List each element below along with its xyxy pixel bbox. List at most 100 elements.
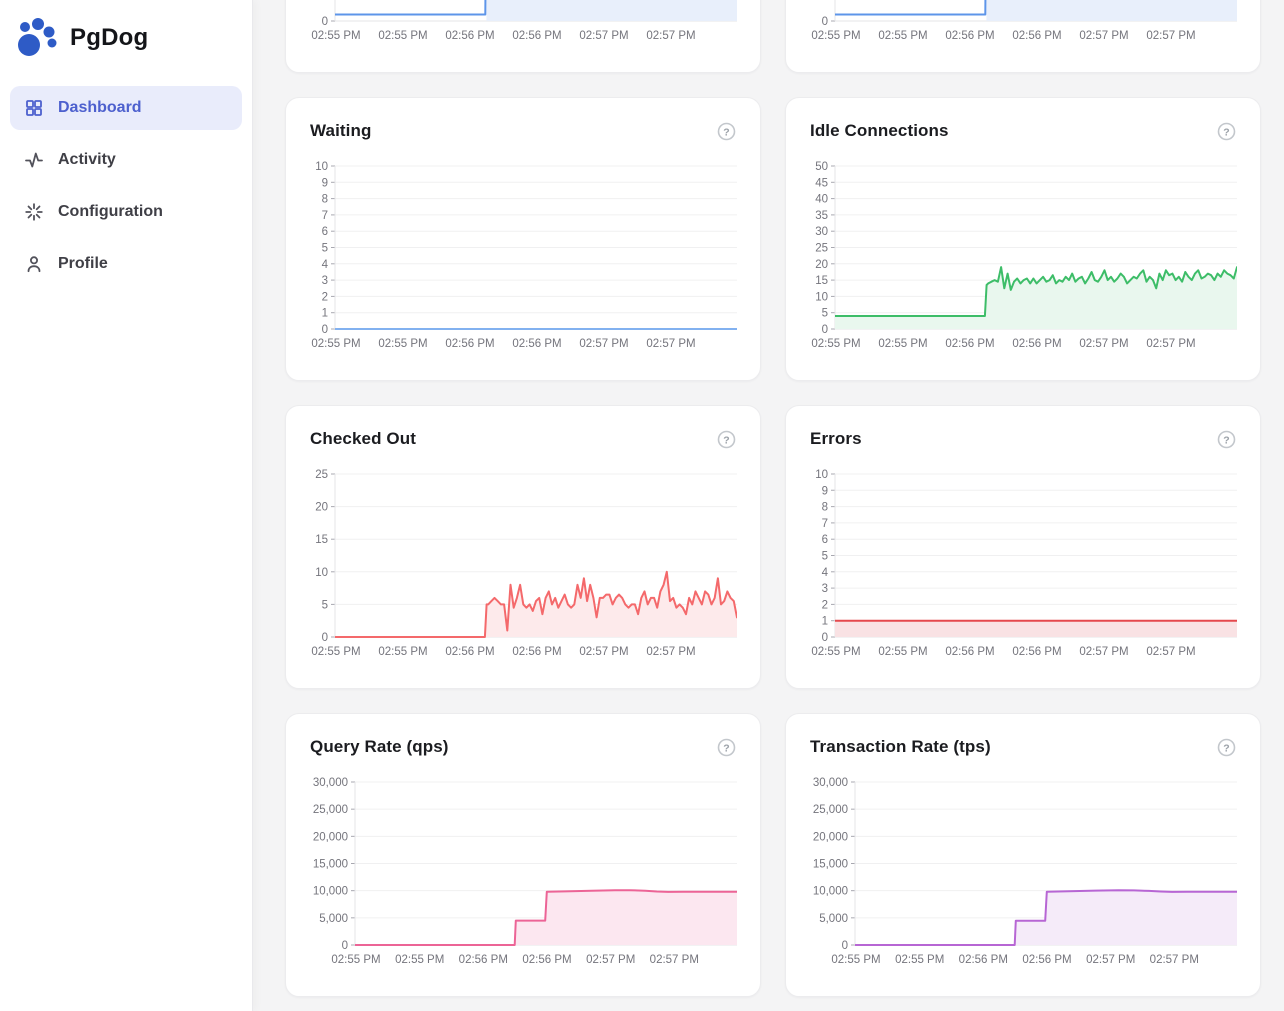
svg-text:02:57 PM: 02:57 PM — [646, 646, 695, 658]
chart-canvas[interactable]: 0 1 2 3 4 5 6 7 8 9 10 02:55 PM 02:55 PM 02:56 PM 02:5… — [810, 466, 1260, 668]
chart-title: Idle Connections — [810, 121, 949, 140]
svg-text:02:55 PM: 02:55 PM — [378, 646, 427, 658]
chart-card-waiting: Waiting ? 0 1 2 3 4 5 6 7 8 9 10 02:55 PM 02:55 PM 02… — [285, 97, 761, 381]
app-logo: PgDog — [0, 0, 252, 86]
svg-text:02:57 PM: 02:57 PM — [646, 338, 695, 350]
svg-text:20,000: 20,000 — [813, 831, 848, 843]
sidebar-item-activity[interactable]: Activity — [10, 138, 242, 182]
svg-text:15: 15 — [315, 534, 328, 546]
sidebar-nav: Dashboard Activity Configuration Profile — [0, 86, 252, 286]
svg-text:10: 10 — [815, 291, 828, 303]
chart-card-query-rate: Query Rate (qps) ? 0 5,000 10,000 15,000 20,… — [285, 713, 761, 997]
chart-canvas[interactable]: 0 1 2 3 4 5 6 7 8 9 10 02:55 PM 02:55 PM 02:56 PM 02:5… — [310, 158, 760, 360]
svg-text:02:56 PM: 02:56 PM — [945, 338, 994, 350]
help-icon[interactable]: ? — [1217, 430, 1236, 449]
chart-canvas[interactable]: 0 5,000 10,000 15,000 20,000 25,000 30,000 02:5… — [810, 774, 1260, 976]
svg-text:02:56 PM: 02:56 PM — [459, 954, 508, 966]
sidebar-item-label: Activity — [58, 151, 116, 168]
svg-text:02:57 PM: 02:57 PM — [1146, 646, 1195, 658]
svg-text:02:55 PM: 02:55 PM — [811, 646, 860, 658]
svg-text:9: 9 — [822, 485, 828, 497]
svg-text:02:56 PM: 02:56 PM — [945, 30, 994, 42]
svg-text:10: 10 — [815, 469, 828, 481]
svg-text:30,000: 30,000 — [813, 777, 848, 789]
svg-text:02:55 PM: 02:55 PM — [878, 30, 927, 42]
help-icon[interactable]: ? — [717, 430, 736, 449]
svg-text:02:55 PM: 02:55 PM — [395, 954, 444, 966]
chart-title: Query Rate (qps) — [310, 737, 449, 756]
svg-text:0: 0 — [822, 324, 828, 336]
svg-text:02:57 PM: 02:57 PM — [1079, 646, 1128, 658]
sidebar-item-dashboard[interactable]: Dashboard — [10, 86, 242, 130]
svg-text:4: 4 — [322, 259, 329, 271]
svg-text:6: 6 — [322, 226, 328, 238]
svg-text:30: 30 — [815, 226, 828, 238]
svg-text:02:55 PM: 02:55 PM — [878, 338, 927, 350]
help-icon[interactable]: ? — [1217, 122, 1236, 141]
svg-text:5: 5 — [822, 308, 828, 320]
help-icon[interactable]: ? — [717, 122, 736, 141]
chart-canvas[interactable]: 0 5,000 10,000 15,000 20,000 25,000 30,000 02:5… — [310, 774, 760, 976]
svg-text:0: 0 — [822, 632, 828, 644]
chart-title: Transaction Rate (tps) — [810, 737, 991, 756]
svg-text:5,000: 5,000 — [819, 913, 848, 925]
svg-text:?: ? — [1223, 126, 1229, 138]
svg-text:02:56 PM: 02:56 PM — [1022, 954, 1071, 966]
svg-text:5: 5 — [322, 599, 328, 611]
help-icon[interactable]: ? — [717, 738, 736, 757]
svg-text:02:56 PM: 02:56 PM — [945, 646, 994, 658]
svg-text:35: 35 — [815, 210, 828, 222]
svg-text:02:57 PM: 02:57 PM — [1146, 30, 1195, 42]
chart-canvas[interactable]: 0 5 10 15 20 25 30 35 40 45 50 02:55 PM 02:55 PM 02:5… — [810, 158, 1260, 360]
svg-text:1: 1 — [822, 616, 828, 628]
chart-canvas[interactable]: 0 5 10 15 20 25 02:55 PM 02:55 PM 02:56 PM 02:56 … — [310, 466, 760, 668]
svg-text:0: 0 — [822, 16, 828, 28]
svg-text:20: 20 — [315, 502, 328, 514]
svg-text:02:56 PM: 02:56 PM — [445, 338, 494, 350]
configuration-icon — [25, 203, 43, 221]
svg-text:02:56 PM: 02:56 PM — [1012, 646, 1061, 658]
svg-text:02:56 PM: 02:56 PM — [1012, 30, 1061, 42]
svg-text:02:56 PM: 02:56 PM — [445, 646, 494, 658]
svg-text:6: 6 — [822, 534, 828, 546]
svg-text:02:55 PM: 02:55 PM — [311, 646, 360, 658]
svg-text:02:55 PM: 02:55 PM — [811, 30, 860, 42]
svg-text:10,000: 10,000 — [813, 886, 848, 898]
svg-text:10: 10 — [315, 161, 328, 173]
grid-icon — [26, 100, 42, 116]
svg-text:02:55 PM: 02:55 PM — [895, 954, 944, 966]
svg-text:02:55 PM: 02:55 PM — [811, 338, 860, 350]
svg-text:02:55 PM: 02:55 PM — [311, 338, 360, 350]
svg-text:0: 0 — [322, 16, 328, 28]
svg-text:3: 3 — [822, 583, 828, 595]
svg-text:02:56 PM: 02:56 PM — [959, 954, 1008, 966]
chart-title: Checked Out — [310, 429, 416, 448]
sidebar-item-configuration[interactable]: Configuration — [10, 190, 242, 234]
svg-text:25: 25 — [815, 243, 828, 255]
svg-text:1: 1 — [322, 308, 328, 320]
svg-text:?: ? — [723, 434, 729, 446]
svg-text:50: 50 — [815, 161, 828, 173]
svg-text:?: ? — [1223, 434, 1229, 446]
sidebar-item-profile[interactable]: Profile — [10, 242, 242, 286]
svg-text:02:57 PM: 02:57 PM — [1079, 338, 1128, 350]
svg-text:02:57 PM: 02:57 PM — [646, 30, 695, 42]
svg-text:5,000: 5,000 — [319, 913, 348, 925]
svg-text:40: 40 — [815, 194, 828, 206]
svg-text:15,000: 15,000 — [813, 859, 848, 871]
sidebar-item-label: Profile — [58, 255, 108, 272]
help-icon[interactable]: ? — [1217, 738, 1236, 757]
svg-text:15,000: 15,000 — [313, 859, 348, 871]
svg-text:10,000: 10,000 — [313, 886, 348, 898]
svg-text:02:55 PM: 02:55 PM — [831, 954, 880, 966]
svg-text:20,000: 20,000 — [313, 831, 348, 843]
svg-text:02:57 PM: 02:57 PM — [579, 338, 628, 350]
svg-text:3: 3 — [322, 275, 328, 287]
pgdog-paw-icon — [18, 18, 57, 56]
chart-title: Waiting — [310, 121, 372, 140]
svg-text:7: 7 — [322, 210, 328, 222]
